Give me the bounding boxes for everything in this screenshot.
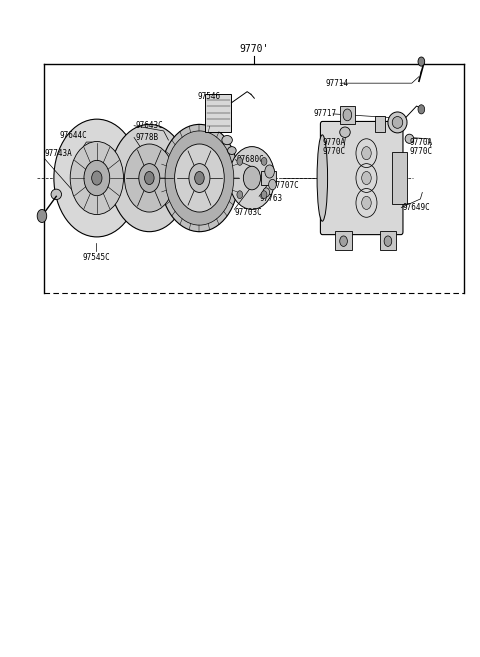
Circle shape: [343, 109, 352, 121]
Text: 9770': 9770': [240, 44, 269, 54]
Bar: [205, 95, 231, 132]
Text: 9770C: 9770C: [322, 147, 345, 156]
Bar: [261, 171, 276, 185]
Circle shape: [340, 236, 348, 246]
Ellipse shape: [51, 189, 61, 200]
Text: 9778B: 9778B: [135, 133, 158, 142]
Text: 97763: 97763: [259, 194, 282, 204]
Circle shape: [189, 164, 210, 193]
Circle shape: [261, 191, 267, 198]
Circle shape: [261, 158, 267, 166]
Text: 9770A: 9770A: [409, 137, 432, 147]
Text: 97644C: 97644C: [60, 131, 87, 140]
Circle shape: [139, 164, 160, 193]
Circle shape: [418, 104, 425, 114]
Ellipse shape: [228, 147, 236, 154]
Text: 97680C: 97680C: [236, 155, 264, 164]
Circle shape: [70, 141, 123, 215]
FancyBboxPatch shape: [321, 122, 403, 235]
Bar: [393, 152, 407, 204]
Circle shape: [229, 147, 275, 210]
Circle shape: [92, 171, 102, 185]
Circle shape: [54, 119, 140, 237]
Circle shape: [37, 210, 47, 223]
Ellipse shape: [392, 116, 403, 128]
Bar: [340, 106, 355, 124]
Bar: [336, 231, 352, 250]
Circle shape: [265, 165, 275, 178]
Text: 9770C: 9770C: [409, 147, 432, 156]
Circle shape: [237, 158, 243, 166]
Circle shape: [384, 236, 392, 246]
Circle shape: [362, 147, 371, 160]
Circle shape: [243, 166, 261, 190]
Bar: [375, 116, 384, 132]
Ellipse shape: [222, 135, 232, 145]
Circle shape: [418, 57, 425, 66]
Text: 97717: 97717: [314, 110, 337, 118]
Circle shape: [263, 188, 270, 197]
Ellipse shape: [388, 112, 407, 133]
Text: 97707C: 97707C: [272, 181, 300, 191]
Ellipse shape: [340, 127, 350, 137]
Circle shape: [362, 196, 371, 210]
Circle shape: [362, 171, 371, 185]
Text: 97545C: 97545C: [82, 253, 110, 262]
Text: 9770A: 9770A: [322, 137, 345, 147]
Circle shape: [269, 179, 276, 190]
Circle shape: [237, 191, 243, 198]
Text: 97649C: 97649C: [402, 203, 430, 212]
Text: 97743A: 97743A: [44, 148, 72, 158]
Ellipse shape: [317, 135, 327, 221]
Circle shape: [144, 171, 154, 185]
Text: 97714: 97714: [326, 79, 349, 87]
Text: 97703C: 97703C: [234, 208, 262, 217]
Ellipse shape: [405, 134, 414, 143]
Circle shape: [110, 124, 189, 232]
Text: 97546: 97546: [197, 92, 220, 101]
Circle shape: [84, 160, 110, 196]
Circle shape: [165, 131, 234, 225]
Circle shape: [124, 144, 174, 212]
Text: 97643C: 97643C: [135, 121, 163, 130]
Circle shape: [175, 144, 224, 212]
Circle shape: [160, 124, 239, 232]
Bar: [380, 231, 396, 250]
Circle shape: [195, 171, 204, 185]
